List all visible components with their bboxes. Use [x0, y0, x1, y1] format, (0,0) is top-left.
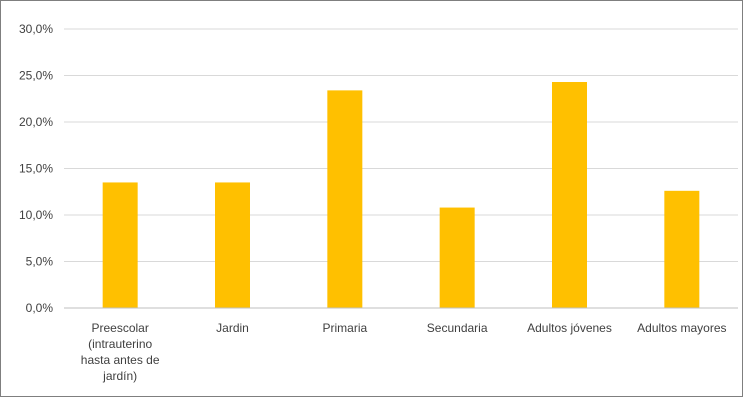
y-tick-label: 25,0% [19, 69, 53, 83]
y-tick-label: 15,0% [19, 162, 53, 176]
x-category-label: Adultos jóvenes [527, 321, 612, 335]
y-tick-label: 10,0% [19, 208, 53, 222]
y-tick-label: 20,0% [19, 115, 53, 129]
bar [327, 90, 363, 308]
bar [102, 182, 138, 308]
bars [102, 82, 700, 308]
y-axis-ticks: 0,0% 5,0% 10,0% 15,0% 20,0% 25,0% 30,0% [19, 22, 53, 315]
bar [439, 207, 475, 308]
y-tick-label: 0,0% [26, 301, 54, 315]
x-axis-labels: Preescolar (intrauterino hasta antes de jar… [81, 321, 727, 383]
bar [552, 82, 587, 308]
bar [664, 190, 700, 308]
y-tick-label: 5,0% [26, 255, 54, 269]
x-category-label: Secundaria [427, 321, 488, 335]
x-category-label: Jardin [216, 321, 249, 335]
y-tick-label: 30,0% [19, 22, 53, 36]
x-category-label: Preescolar (intrauterino hasta antes de jar… [81, 321, 160, 383]
x-category-label: Adultos mayores [637, 321, 726, 335]
grid-lines [64, 28, 738, 262]
x-category-label: Primaria [322, 321, 367, 335]
bar [215, 182, 250, 308]
